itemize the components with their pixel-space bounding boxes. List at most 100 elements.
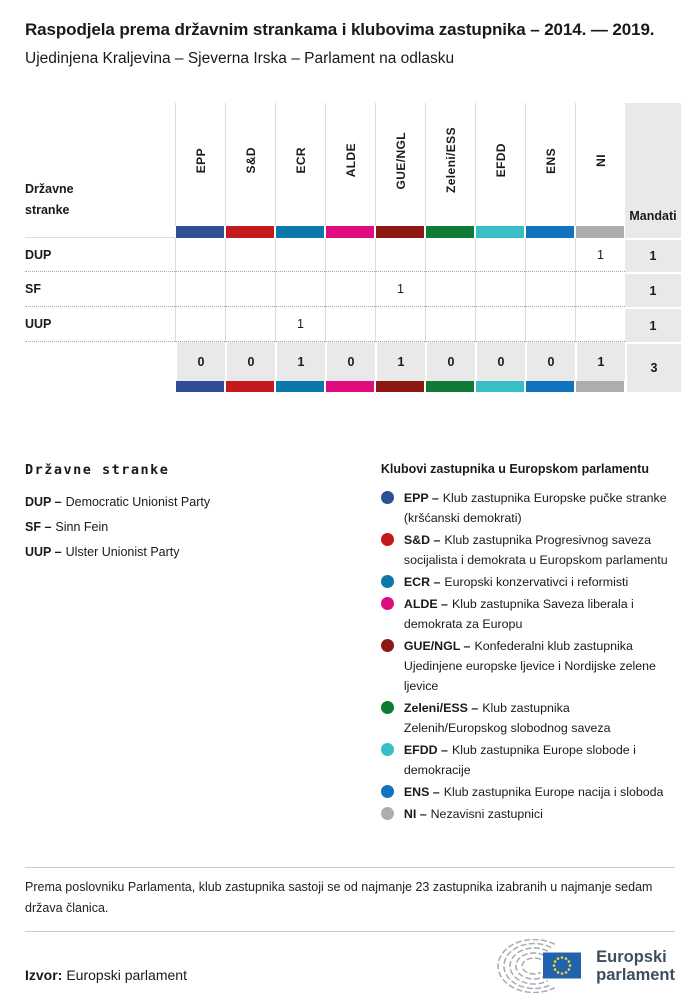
epp-color-dot-icon: [380, 491, 394, 504]
seat-cell: [425, 272, 475, 307]
group-color-bar-zeleni-ess: [425, 226, 475, 238]
legend-item-uup: UUP – Ulster Unionist Party: [25, 545, 180, 559]
sd-color-dot-icon: [380, 533, 394, 546]
group-color-bar-sd: [225, 226, 275, 238]
group-color-bar-bottom-ni: [575, 381, 625, 392]
total-cell-ecr: 1: [275, 342, 325, 381]
bottom-bar-spacer: [25, 381, 175, 392]
total-cell-ni: 1: [575, 342, 625, 381]
column-header-ecr: ECR: [275, 103, 325, 226]
seat-cell: [325, 272, 375, 307]
national-parties-legend-title: Državne stranke: [25, 462, 170, 478]
legend-item-gue-ngl: GUE/NGL – Konfederalni klub zastupnika Uj…: [380, 636, 675, 696]
party-label-sf: SF: [25, 272, 175, 307]
mandates-cell-uup: 1: [625, 307, 681, 342]
ni-color-dot-icon: [380, 807, 394, 820]
total-cell-zeleni-ess: 0: [425, 342, 475, 381]
row-group-title-line1: Državne: [25, 182, 74, 196]
header-underline: [25, 226, 175, 238]
source-row: Izvor: Europski parlament: [25, 935, 675, 993]
seat-cell: [425, 307, 475, 342]
group-color-bar-efdd: [475, 226, 525, 238]
legend-item-zeleni-ess: Zeleni/ESS – Klub zastupnika Zelenih/Euro…: [380, 698, 675, 738]
seat-cell: [575, 307, 625, 342]
row-group-title-line2: stranke: [25, 203, 70, 217]
footnote: Prema poslovniku Parlamenta, klub zastup…: [25, 880, 653, 915]
logo-line2: parlament: [596, 966, 675, 984]
mandates-cell-sf: 1: [625, 272, 681, 307]
column-header-mandati: Mandati: [625, 103, 681, 226]
seat-cell: 1: [275, 307, 325, 342]
column-header-epp: EPP: [175, 103, 225, 226]
efdd-color-dot-icon: [380, 743, 394, 756]
seat-cell: [325, 307, 375, 342]
seats-table: Državne stranke EPP S&D ECR ALDE GUE/NGL…: [25, 103, 681, 392]
seat-cell: [225, 272, 275, 307]
total-cell-gue-ngl: 1: [375, 342, 425, 381]
column-header-ens: ENS: [525, 103, 575, 226]
legend-item-dup: DUP – Democratic Unionist Party: [25, 495, 211, 509]
column-header-efdd: EFDD: [475, 103, 525, 226]
seat-cell: [375, 238, 425, 272]
alde-color-dot-icon: [380, 597, 394, 610]
column-header-zeleni-ess: Zeleni/ESS: [425, 103, 475, 226]
legend-item-ecr: ECR – Europski konzervativci i reformisti: [380, 572, 675, 592]
group-color-bar-ni: [575, 226, 625, 238]
group-color-bar-bottom-ecr: [275, 381, 325, 392]
seat-cell: 1: [375, 272, 425, 307]
seat-cell: [525, 307, 575, 342]
group-color-bar-bottom-efdd: [475, 381, 525, 392]
source-label: Izvor:: [25, 967, 63, 983]
total-cell-alde: 0: [325, 342, 375, 381]
group-color-bar-bottom-alde: [325, 381, 375, 392]
seat-cell: [525, 272, 575, 307]
page-title: Raspodjela prema državnim strankama i kl…: [25, 20, 655, 39]
legend-item-sf: SF – Sinn Fein: [25, 520, 109, 534]
total-cell-ens: 0: [525, 342, 575, 381]
legends: Državne stranke DUP – Democratic Unionist…: [25, 462, 675, 824]
seat-cell: [175, 272, 225, 307]
legend-item-ens: ENS – Klub zastupnika Europe nacija i slo…: [380, 782, 675, 802]
legend-item-alde: ALDE – Klub zastupnika Saveza liberala i …: [380, 594, 675, 634]
seat-cell: [175, 238, 225, 272]
row-group-title: Državne stranke: [25, 103, 175, 226]
group-color-bar-bottom-zeleni-ess: [425, 381, 475, 392]
ecr-color-dot-icon: [380, 575, 394, 588]
seat-cell: 1: [575, 238, 625, 272]
political-groups-legend-title: Klubovi zastupnika u Europskom parlament…: [380, 462, 649, 476]
column-header-gue-ngl: GUE/NGL: [375, 103, 425, 226]
legend-item-ni: NI – Nezavisni zastupnici: [380, 804, 675, 824]
group-color-bar-bottom-gue-ngl: [375, 381, 425, 392]
logo-wordmark: Europski parlament: [596, 948, 675, 984]
total-cell-efdd: 0: [475, 342, 525, 381]
mandates-total-cell: 3: [625, 342, 681, 392]
seat-cell: [325, 238, 375, 272]
zeleni-ess-color-dot-icon: [380, 701, 394, 714]
divider: [25, 867, 675, 868]
european-parliament-logo: Europski parlament: [488, 939, 675, 993]
totals-row-spacer: [25, 342, 175, 381]
seat-cell: [475, 307, 525, 342]
group-color-bar-bottom-sd: [225, 381, 275, 392]
mandates-cell-dup: 1: [625, 238, 681, 272]
seat-cell: [525, 238, 575, 272]
legend-item-epp: EPP – Klub zastupnika Europske pučke stra…: [380, 488, 675, 528]
seat-cell: [575, 272, 625, 307]
seat-cell: [475, 238, 525, 272]
column-header-ni: NI: [575, 103, 625, 226]
group-color-bar-gue-ngl: [375, 226, 425, 238]
party-label-uup: UUP: [25, 307, 175, 342]
party-label-dup: DUP: [25, 238, 175, 272]
page-subtitle: Ujedinjena Kraljevina – Sjeverna Irska –…: [25, 50, 455, 67]
gue-ngl-color-dot-icon: [380, 639, 394, 652]
seat-cell: [425, 238, 475, 272]
ens-color-dot-icon: [380, 785, 394, 798]
seat-cell: [475, 272, 525, 307]
group-color-bar-alde: [325, 226, 375, 238]
national-parties-legend: Državne stranke DUP – Democratic Unionist…: [25, 462, 381, 824]
seat-cell: [225, 307, 275, 342]
source-value: Europski parlament: [66, 967, 187, 983]
mandati-column-fill: [625, 226, 681, 238]
total-cell-sd: 0: [225, 342, 275, 381]
seat-cell: [375, 307, 425, 342]
